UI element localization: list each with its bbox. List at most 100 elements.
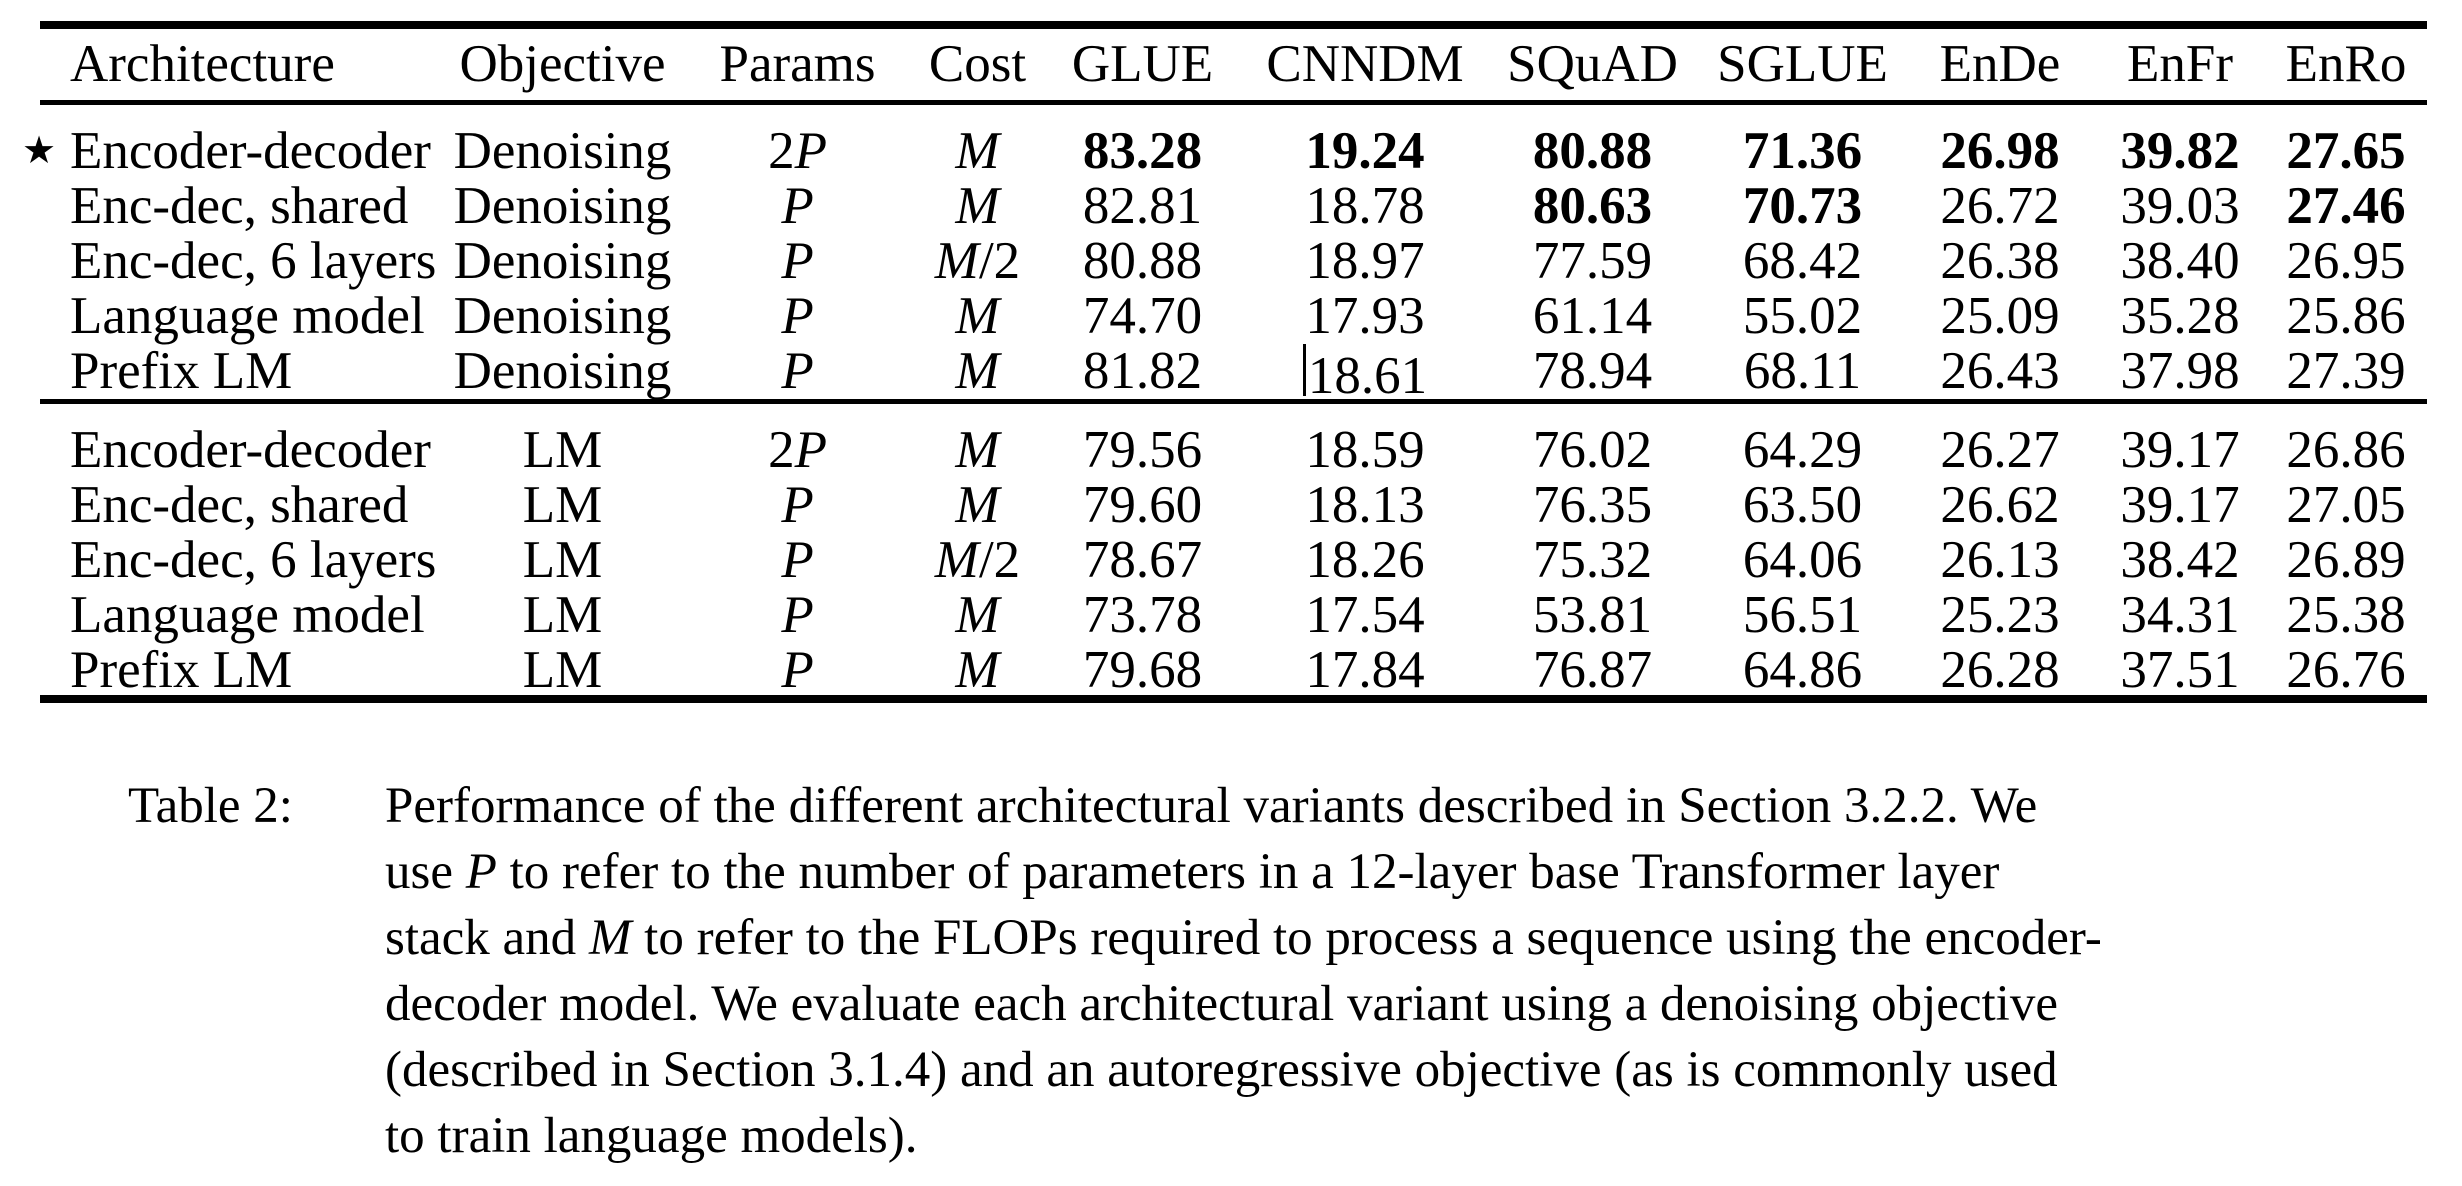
caption-line: stack and M to refer to the FLOPs requir… — [385, 910, 2102, 966]
column-header-glue: GLUE — [1071, 35, 1214, 93]
table-cell-architecture: Language model — [70, 287, 425, 345]
caption-line: Performance of the different architectur… — [385, 778, 2038, 834]
table-cell-enfr: 39.17 — [2120, 476, 2240, 534]
table-cell-sglue: 70.73 — [1742, 177, 1863, 235]
table-cell-ende: 26.72 — [1940, 177, 2060, 235]
table-cell-params: P — [781, 287, 814, 345]
table-cell-squad: 61.14 — [1532, 287, 1653, 345]
table-row: Encoder-decoder LM 2P M 79.56 18.59 76.02 64.29… — [40, 423, 2427, 478]
table-cell-enro: 27.46 — [2286, 177, 2406, 235]
table-cell-architecture: Enc-dec, shared — [70, 177, 409, 235]
table-cell-squad: 53.81 — [1532, 586, 1653, 644]
column-header-squad: SQuAD — [1507, 35, 1678, 93]
table-cell-cost: M — [955, 287, 1000, 345]
table-cell-glue: 81.82 — [1082, 342, 1203, 400]
column-header-cost: Cost — [928, 35, 1027, 93]
table-cell-ende: 25.09 — [1940, 287, 2060, 345]
table-cell-params: P — [781, 232, 814, 290]
caption-line: decoder model. We evaluate each architec… — [385, 976, 2058, 1032]
table-cell-glue: 73.78 — [1082, 586, 1203, 644]
table-cell-glue: 80.88 — [1082, 232, 1203, 290]
table-cell-cnndm: 17.93 — [1305, 287, 1425, 345]
table-cell-architecture: Enc-dec, 6 layers — [70, 531, 437, 589]
table-cell-cost: M — [955, 586, 1000, 644]
column-header-ende: EnDe — [1939, 35, 2061, 93]
table-cell-ende: 26.62 — [1940, 476, 2060, 534]
table-group-divider-rule — [40, 399, 2427, 404]
table-cell-cost: M — [955, 476, 1000, 534]
table-cell-objective: Denoising — [453, 177, 672, 235]
table-cell-squad: 76.35 — [1532, 476, 1653, 534]
table-row: Language model LM P M 73.78 17.54 53.81 56.51 25… — [40, 588, 2427, 643]
table-cell-params: P — [781, 177, 814, 235]
table-cell-cnndm: 18.13 — [1305, 476, 1425, 534]
table-cell-params: 2P — [768, 421, 827, 479]
table-cell-sglue: 56.51 — [1742, 586, 1863, 644]
table-cell-squad: 76.87 — [1532, 641, 1653, 699]
table-cell-sglue: 63.50 — [1742, 476, 1863, 534]
table-cell-sglue: 64.29 — [1742, 421, 1863, 479]
table-cell-cnndm: 18.97 — [1305, 232, 1425, 290]
table-cell-objective: Denoising — [453, 287, 672, 345]
table-cell-params: P — [781, 531, 814, 589]
table-cell-enro: 26.95 — [2286, 232, 2406, 290]
table-cell-cnndm: 17.84 — [1305, 641, 1425, 699]
table-cell-enfr: 38.40 — [2120, 232, 2240, 290]
table-cell-objective: Denoising — [453, 342, 672, 400]
table-cell-squad: 78.94 — [1532, 342, 1653, 400]
table-cell-architecture: Encoder-decoder — [70, 421, 431, 479]
table-cell-glue: 78.67 — [1082, 531, 1203, 589]
table-header-row: Architecture Objective Params Cost GLUE CNNDM… — [40, 29, 2427, 100]
table-cell-ende: 26.27 — [1940, 421, 2060, 479]
table-bottom-rule — [40, 695, 2427, 703]
table-cell-sglue: 64.86 — [1742, 641, 1863, 699]
table-cell-squad: 77.59 — [1532, 232, 1653, 290]
table-cell-sglue: 64.06 — [1742, 531, 1863, 589]
column-header-objective: Objective — [459, 35, 666, 93]
table-cell-objective: LM — [522, 586, 603, 644]
table-cell-enfr: 39.03 — [2120, 177, 2240, 235]
caption-line: use P to refer to the number of paramete… — [385, 844, 2000, 900]
table-cell-enfr: 37.51 — [2120, 641, 2240, 699]
table-cell-params: 2P — [768, 122, 827, 180]
column-header-enfr: EnFr — [2127, 35, 2233, 93]
caption-line: (described in Section 3.1.4) and an auto… — [385, 1042, 2058, 1098]
text-cursor — [1302, 344, 1306, 396]
table-cell-cost: M/2 — [934, 531, 1021, 589]
table-cell-squad: 76.02 — [1532, 421, 1653, 479]
table-cell-cnndm: 18.59 — [1305, 421, 1425, 479]
table-cell-enro: 25.86 — [2286, 287, 2406, 345]
table-top-rule — [40, 21, 2427, 29]
table-group-denoising: Encoder-decoder ★ Denoising 2P M 83.28 19.24 80… — [22, 122, 2427, 404]
table-cell-enro: 26.76 — [2286, 641, 2406, 699]
table-cell-ende: 26.38 — [1940, 232, 2060, 290]
table-cell-objective: LM — [522, 531, 603, 589]
table-cell-architecture: Enc-dec, shared — [70, 476, 409, 534]
column-header-enro: EnRo — [2285, 35, 2407, 93]
table-header-rule — [40, 100, 2427, 105]
table-cell-ende: 26.13 — [1940, 531, 2060, 589]
table-row: Prefix LM LM P M 79.68 17.84 76.87 64.86 26.28 37… — [40, 643, 2427, 698]
table-cell-glue: 83.28 — [1082, 122, 1203, 180]
table-row: Prefix LM Denoising P M 81.82 18.61 78.94 68.11… — [40, 342, 2427, 404]
table-cell-enro: 27.65 — [2286, 122, 2406, 180]
table-cell-params: P — [781, 641, 814, 699]
table-cell-cnndm: 19.24 — [1305, 122, 1425, 180]
table-row: Enc-dec, 6 layers LM P M/2 78.67 18.26 75.32 64… — [40, 533, 2427, 588]
table-cell-sglue: 55.02 — [1742, 287, 1863, 345]
table-cell-cnndm: 18.78 — [1305, 177, 1425, 235]
column-header-cnndm: CNNDM — [1266, 35, 1464, 93]
table-cell-architecture: Prefix LM — [70, 342, 293, 400]
table-cell-params: P — [781, 476, 814, 534]
column-header-sglue: SGLUE — [1717, 35, 1888, 93]
table-cell-cnndm: 18.26 — [1305, 531, 1425, 589]
caption-line: to train language models). — [385, 1108, 918, 1164]
table-cell-objective: Denoising — [453, 122, 672, 180]
table-cell-architecture: Language model — [70, 586, 425, 644]
table-cell-cost: M — [955, 177, 1000, 235]
table-cell-architecture: Encoder-decoder ★ — [22, 122, 431, 180]
caption-label: Table 2: — [128, 778, 293, 834]
table-cell-ende: 26.98 — [1940, 122, 2060, 180]
table-cell-cnndm: 18.61 — [1245, 344, 1485, 404]
table-cell-glue: 79.56 — [1082, 421, 1203, 479]
